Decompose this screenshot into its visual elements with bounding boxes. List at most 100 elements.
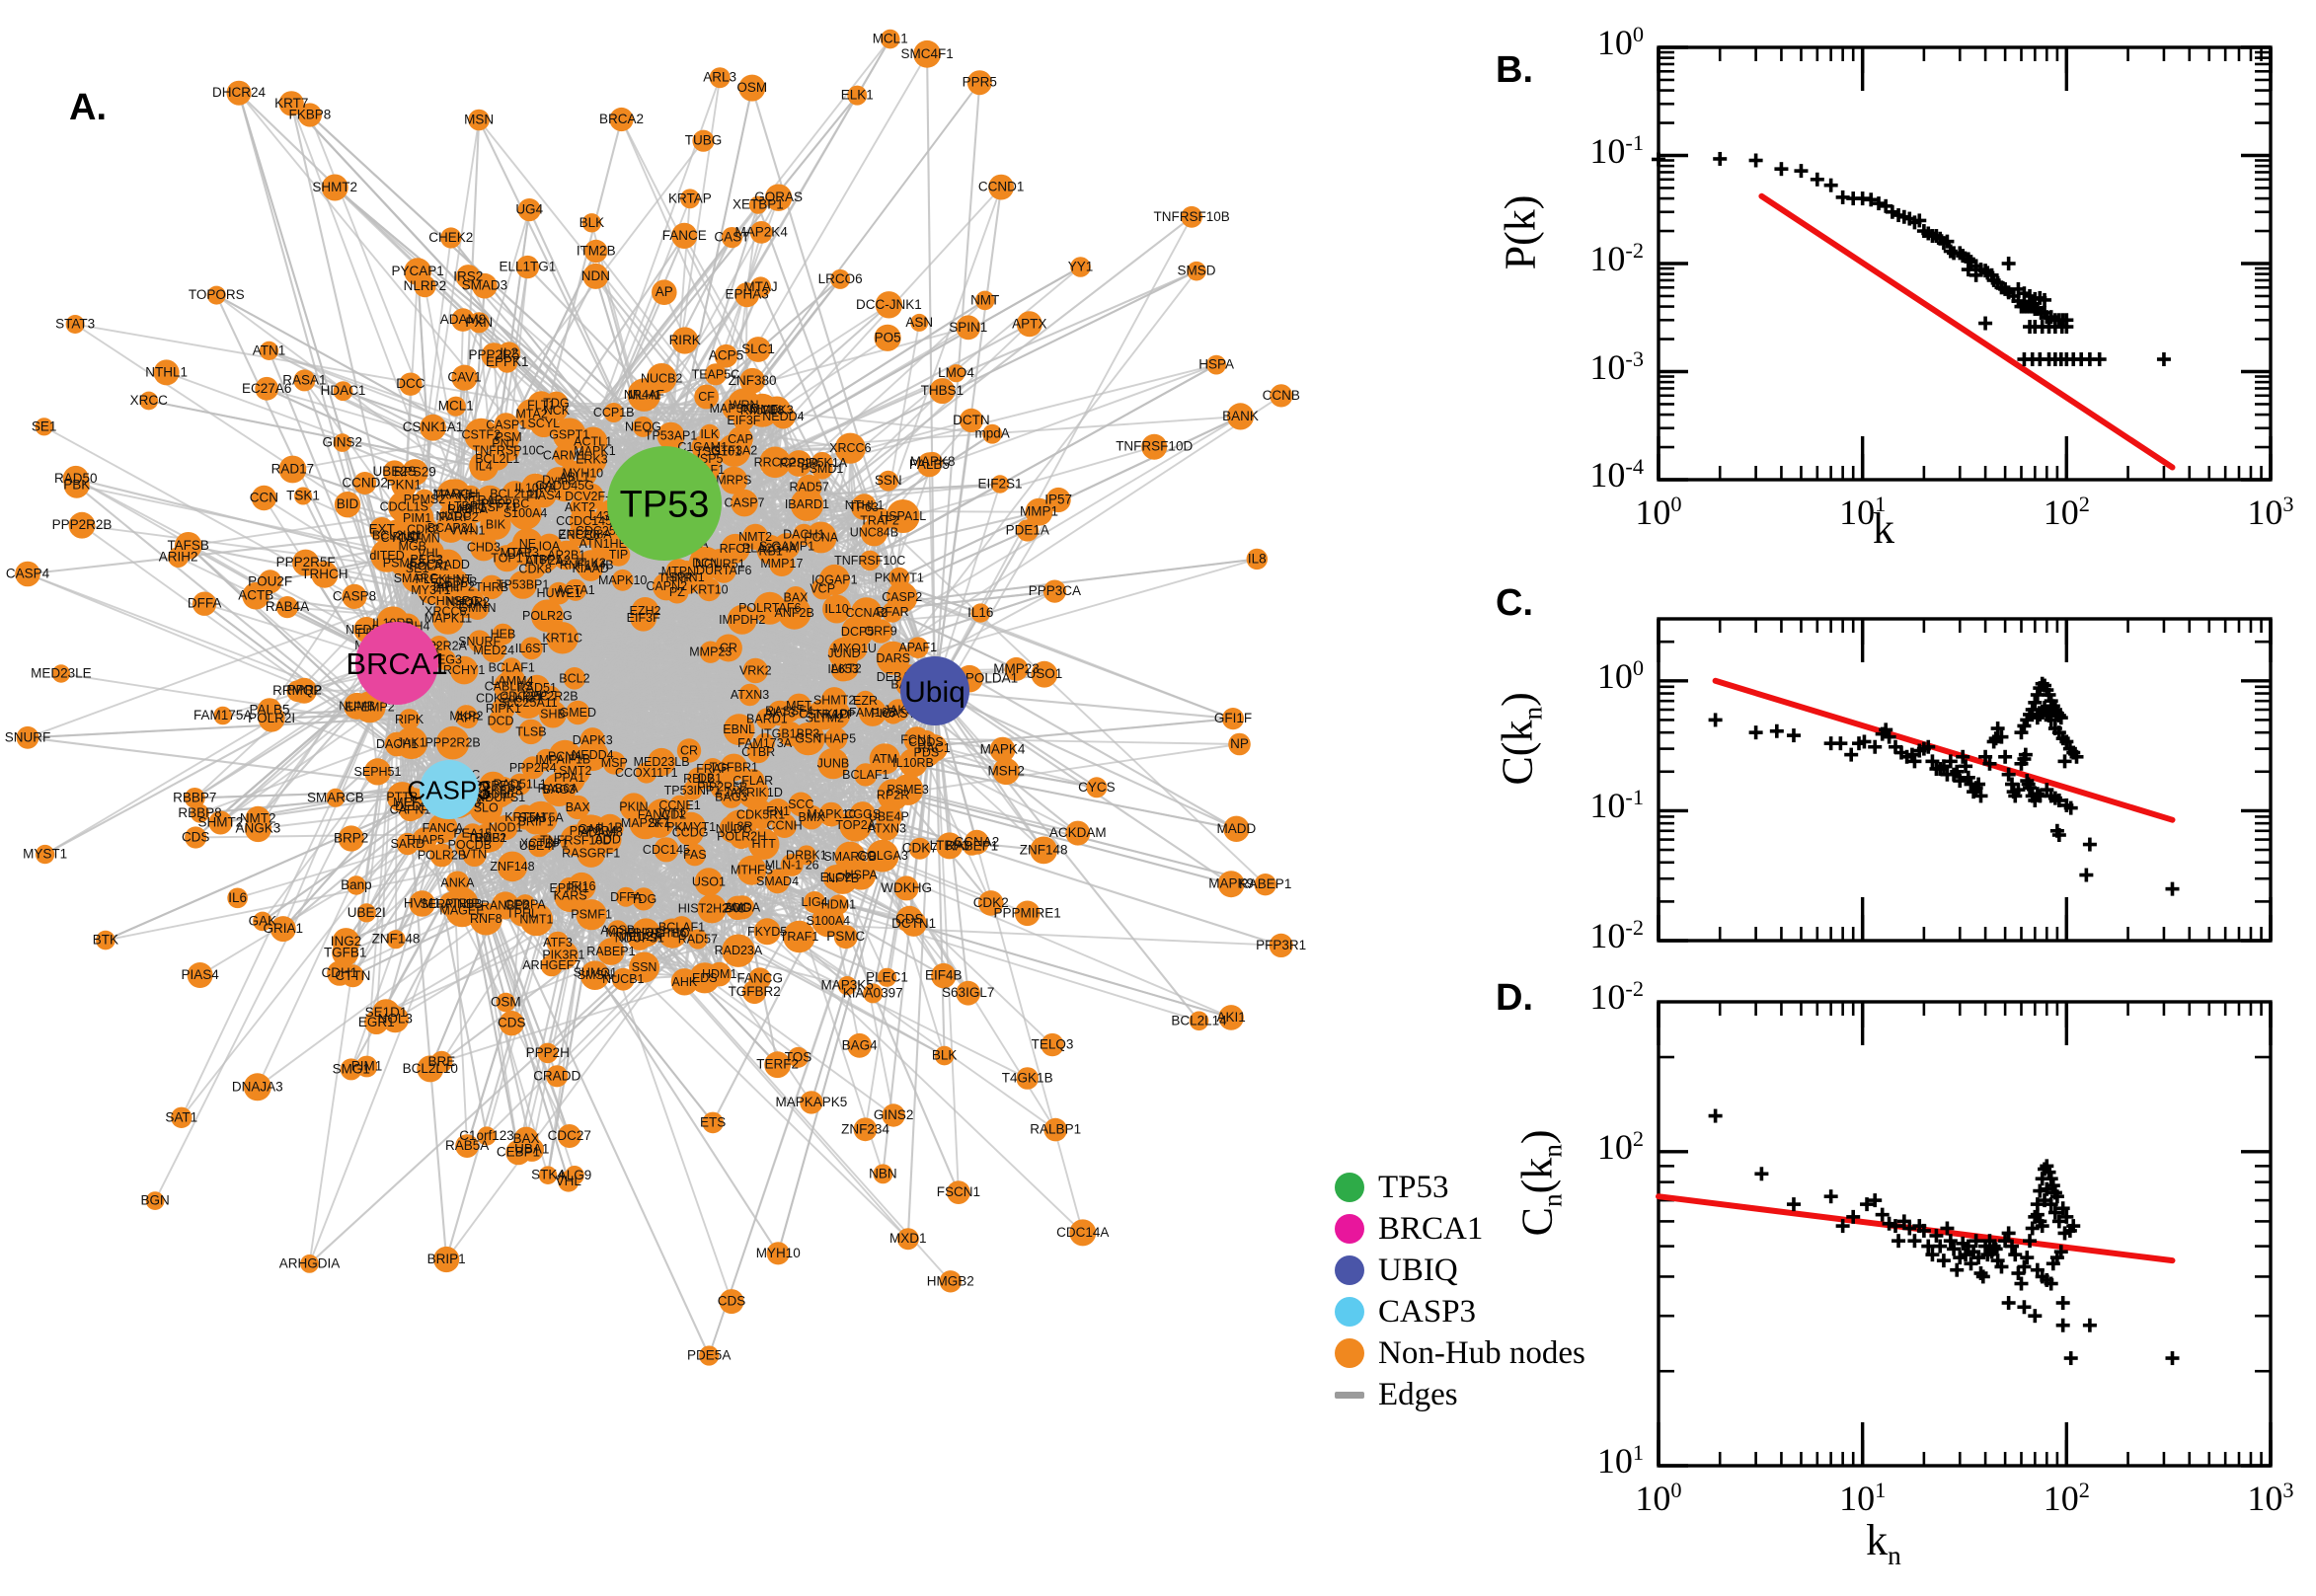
network-node-label: ATXN3 <box>731 688 769 702</box>
network-node-label: FKBP8 <box>289 108 332 122</box>
network-node-label: DCC <box>396 376 425 391</box>
network-node-label: RASGRF1 <box>562 846 620 860</box>
network-node-label: GINS2 <box>323 435 363 450</box>
network-node-label: TLSB <box>515 724 546 738</box>
network-node-label: BMX <box>798 810 825 824</box>
panel-d-xlabel: kn <box>1451 1515 2316 1571</box>
network-node-label: HTT <box>752 837 777 851</box>
network-node-label: BAX <box>566 800 591 814</box>
network-node-label: IL1B <box>597 821 623 835</box>
plot-frame <box>1659 47 2271 480</box>
network-node-label: CHEK2 <box>428 230 473 245</box>
network-node-label: HDM1 <box>702 967 736 981</box>
network-node-label: SMARCB <box>823 850 876 864</box>
network-node-label: LRCO6 <box>818 271 863 286</box>
network-node-label: mpdA <box>974 426 1009 441</box>
network-node-label: MAPK4 <box>980 742 1026 757</box>
network-node-label: BAG4 <box>842 1037 879 1052</box>
network-node-label: UBE4P <box>869 810 909 824</box>
network-node-label: RhoF18 <box>740 404 785 418</box>
network-node-label: IRS2 <box>453 269 483 284</box>
network-node-label: BCL2L10 <box>403 1061 458 1076</box>
network-node-label: TSK1 <box>286 489 320 503</box>
x-tick-label: 101 <box>1809 492 1917 533</box>
network-node-label: HDAC1 <box>321 383 366 398</box>
legend-swatch-nonhub <box>1335 1338 1364 1368</box>
network-node-label: NE <box>519 537 536 551</box>
network-node-label: IL16 <box>967 605 993 620</box>
network-node-label: BRCA2 <box>599 112 644 126</box>
network-node-label: FANCE <box>662 228 707 243</box>
network-node-label: EIF2S1 <box>977 477 1022 492</box>
network-node-label: CASP4 <box>6 567 50 581</box>
network-node-label: MTAJ <box>743 279 777 294</box>
network-node-label: RAB4A <box>266 599 309 614</box>
network-node-label: BIK <box>486 517 506 531</box>
network-node-label: AKT2 <box>565 500 595 514</box>
network-node-label: RAD17 <box>271 462 315 477</box>
panel-d-ylabel: Cn(kn) <box>1512 1034 1569 1330</box>
network-node-label: ZNF380 <box>729 373 777 388</box>
network-node-label: NR4AF <box>624 388 664 402</box>
network-node-label: PDE1A <box>1006 522 1049 537</box>
network-node-label: SLTM2 <box>806 711 844 724</box>
network-node-label: BLK <box>579 215 605 230</box>
network-node-label: DCTN1 <box>891 916 936 931</box>
network-node-label: CHD3 <box>467 541 501 555</box>
network-node-label: SMC4F1 <box>900 46 953 61</box>
network-node-label: CSNK1A1 <box>403 419 464 434</box>
network-node-label: ATN1 <box>253 342 286 357</box>
network-node-label: NUMB <box>339 699 375 713</box>
network-node-label: IL4 <box>475 459 492 473</box>
network-node-label: FAM16B <box>849 706 896 720</box>
network-node-label: MSN <box>464 113 494 127</box>
network-node-label: PKIN <box>619 800 648 814</box>
legend-label-tp53: TP53 <box>1378 1170 1449 1206</box>
network-node-label: BCLAF1 <box>489 661 535 675</box>
network-node-label: PALB5 <box>249 703 289 718</box>
network-node-label: CDS <box>498 1016 526 1030</box>
network-node-label: RNF8 <box>470 912 502 926</box>
network-node-label: SNURF <box>458 635 501 648</box>
network-node-label: FAM175A <box>193 708 252 722</box>
network-node-label: PEG3 <box>411 553 443 567</box>
network-node-label: KRTAP <box>668 190 712 205</box>
network-node-label: MY3T1 <box>411 583 450 597</box>
network-node-label: BRIP1 <box>427 1252 466 1266</box>
y-tick-label: 10-4 <box>1510 454 1644 495</box>
network-node-label: TNFRSF10C <box>834 554 905 568</box>
y-tick-label: 100 <box>1510 22 1644 63</box>
network-node-label: BGN <box>140 1193 169 1208</box>
network-node-label: NEOG <box>625 419 661 433</box>
network-node-label: MED23LB <box>634 755 690 769</box>
network-node-label: PIAS4 <box>181 967 219 982</box>
network-node-label: PSM <box>496 430 522 444</box>
network-node-label: FAS <box>683 848 707 862</box>
network-node-label: MYO1U <box>832 642 876 655</box>
network-node-label: BANK <box>1222 409 1259 423</box>
legend-label-edges: Edges <box>1378 1377 1458 1413</box>
network-node-label: DCTN <box>953 413 990 427</box>
y-tick-label: 10-1 <box>1510 785 1644 826</box>
network-node-label: UNC84B <box>850 526 898 540</box>
network-node-label: PZ <box>669 585 685 599</box>
network-node-label: MCL1 <box>873 32 908 46</box>
network-node-label: CASP2 <box>882 590 922 604</box>
network-node-label: ASN <box>905 315 933 330</box>
network-node-label: CCN <box>250 491 278 505</box>
network-node-label: MLN-1 26 <box>765 858 819 872</box>
network-node-label: CDC14A <box>1056 1225 1109 1240</box>
y-tick-label: 10-2 <box>1510 238 1644 279</box>
network-node-label: EPPK1 <box>486 354 529 369</box>
network-node-label: NLRP2 <box>404 278 447 293</box>
network-graph: ARL3TAFSBmpdABanpALG9MAGEECDC14ADHCR24TP… <box>0 0 1451 1591</box>
network-node-label: PIM1 <box>351 1059 383 1074</box>
network-node-label: IL8R <box>727 819 752 833</box>
network-node-label: DDB1 <box>474 831 506 845</box>
network-node-label: MXD1 <box>889 1231 927 1246</box>
network-node-label: CASP7 <box>725 496 765 510</box>
network-node-label: OSM <box>736 80 767 95</box>
x-tick-label: 102 <box>2012 492 2121 533</box>
network-node-label: SSN <box>632 960 657 974</box>
network-node-label: APTX <box>1012 316 1046 331</box>
